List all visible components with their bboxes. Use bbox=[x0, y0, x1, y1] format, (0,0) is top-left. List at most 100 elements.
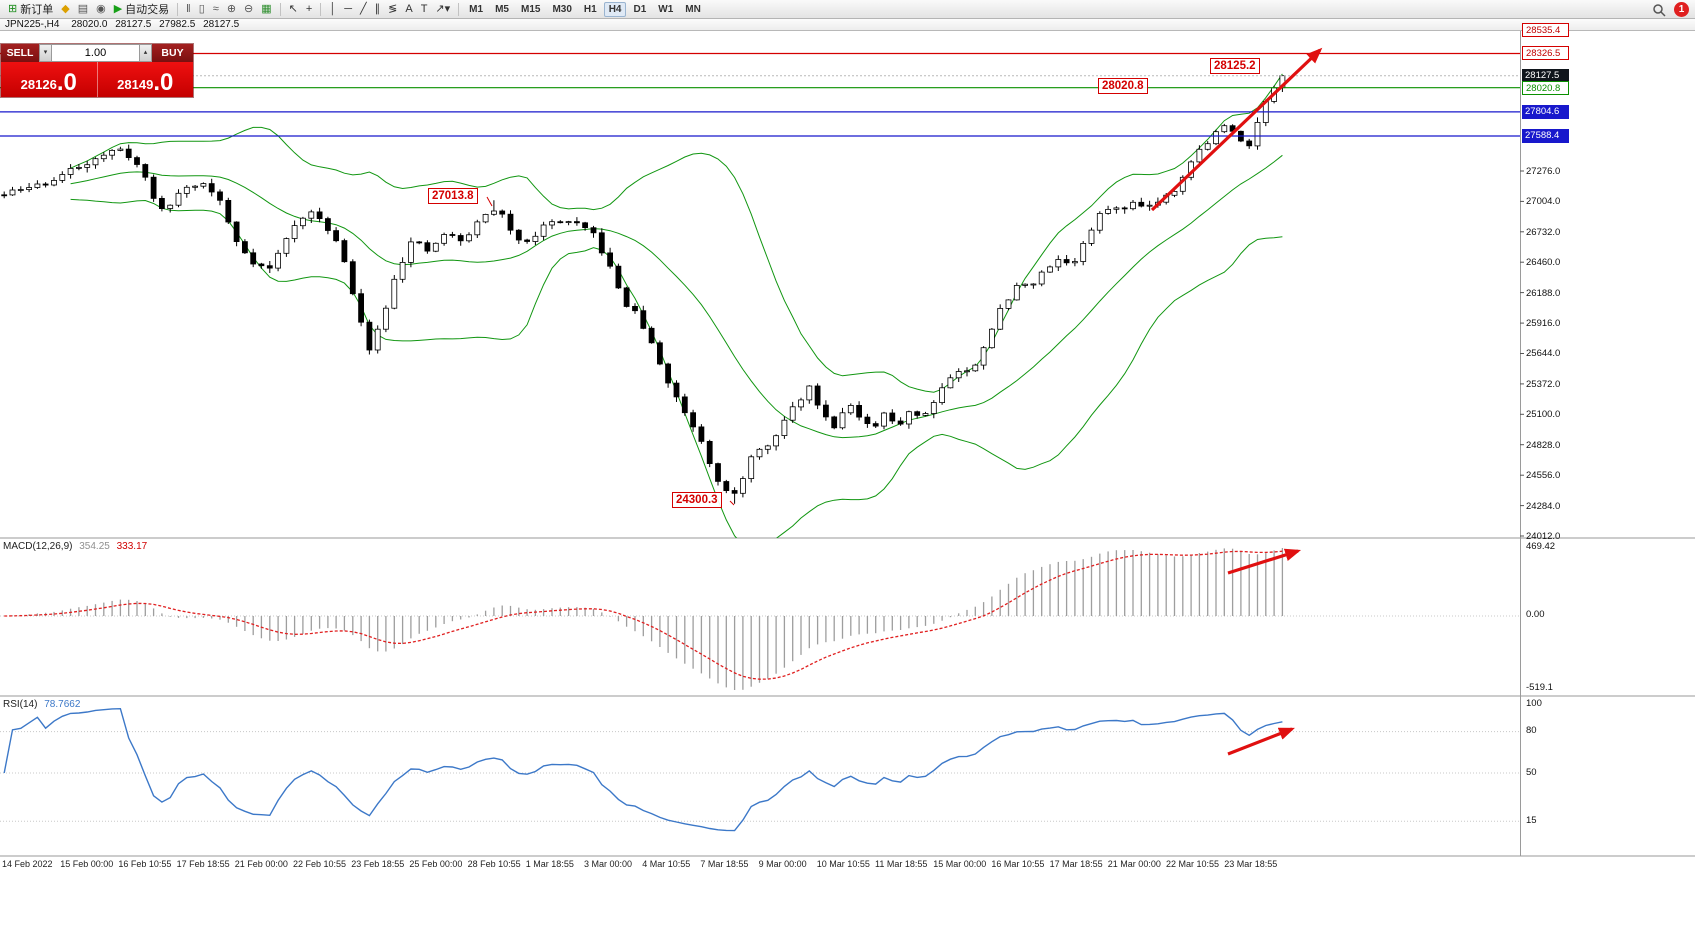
time-tick-label: 7 Mar 18:55 bbox=[700, 859, 749, 869]
buy-button[interactable]: BUY bbox=[152, 44, 193, 62]
rsi-plot bbox=[0, 707, 1520, 832]
tile-windows-button[interactable]: ▦ bbox=[257, 1, 275, 18]
shapes-dropdown-button[interactable]: ↗▾ bbox=[431, 1, 454, 18]
trend-arrows[interactable] bbox=[1150, 47, 1323, 756]
macd-main-value: 354.25 bbox=[79, 541, 110, 552]
alerts-button[interactable]: ◉ bbox=[92, 1, 110, 18]
time-tick-label: 9 Mar 00:00 bbox=[758, 859, 807, 869]
time-tick-label: 23 Feb 18:55 bbox=[351, 859, 405, 869]
timeframe-m1-button[interactable]: M1 bbox=[469, 3, 484, 15]
horizontal-level-lines[interactable] bbox=[0, 29, 1520, 137]
macd-axis-label: -519.1 bbox=[1526, 682, 1553, 693]
trendline-tool-button[interactable]: ╱ bbox=[356, 1, 371, 18]
cursor-tool-button[interactable]: ↖ bbox=[285, 1, 302, 18]
vertical-line-tool-icon: │ bbox=[329, 2, 337, 15]
toolbar-right: 1 bbox=[1652, 2, 1689, 17]
vertical-line-tool-button[interactable]: │ bbox=[325, 1, 340, 18]
price-tick-label: 24828.0 bbox=[1526, 439, 1561, 451]
buy-price[interactable]: 28149 .0 bbox=[98, 62, 194, 97]
time-tick-label: 21 Feb 00:00 bbox=[234, 859, 288, 869]
toolbar-separator bbox=[320, 2, 322, 16]
zoom-out-icon: ⊖ bbox=[244, 2, 254, 15]
annotation-connectors bbox=[486, 196, 735, 506]
rsi-axis-label: 50 bbox=[1526, 767, 1537, 778]
timeframe-m15-button[interactable]: M15 bbox=[520, 3, 541, 15]
candlestick-chart-type-icon: ▯ bbox=[198, 2, 205, 15]
auto-trading-icon: ▶ bbox=[113, 2, 123, 15]
rsi-value: 78.7662 bbox=[44, 699, 81, 710]
price-level-label-27588.4[interactable]: 27588.4 bbox=[1522, 129, 1569, 144]
price-tick-label: 27276.0 bbox=[1526, 165, 1561, 177]
price-level-label-27804.6[interactable]: 27804.6 bbox=[1522, 104, 1569, 119]
new-order-icon: ⊞ bbox=[8, 2, 18, 15]
price-level-label-28127.5[interactable]: 28127.5 bbox=[1522, 68, 1569, 83]
macd-axis-label: 469.42 bbox=[1526, 541, 1556, 552]
auto-trading-label: 自动交易 bbox=[125, 4, 170, 16]
chart-layouts-button[interactable]: ▤ bbox=[74, 1, 92, 18]
zoom-in-button[interactable]: ⊕ bbox=[223, 1, 240, 18]
macd-axis-label: 0.00 bbox=[1526, 609, 1545, 620]
crosshair-tool-button[interactable]: + bbox=[302, 1, 316, 18]
candlestick-series[interactable] bbox=[1, 75, 1286, 504]
price-annotation-28020.8[interactable]: 28020.8 bbox=[1098, 78, 1148, 94]
line-chart-type-icon: ≈ bbox=[212, 2, 219, 15]
crosshair-tool-icon: + bbox=[305, 2, 313, 15]
buy-price-main: 28149 bbox=[117, 77, 154, 92]
volume-decrease-button[interactable]: ▾ bbox=[39, 44, 52, 62]
timeframe-h1-button[interactable]: H1 bbox=[583, 3, 597, 15]
zoom-out-button[interactable]: ⊖ bbox=[240, 1, 257, 18]
price-annotation-27013.8[interactable]: 27013.8 bbox=[428, 188, 478, 204]
price-tick-label: 25916.0 bbox=[1526, 318, 1561, 330]
text-tool-button[interactable]: A bbox=[401, 1, 416, 18]
time-tick-label: 23 Mar 18:55 bbox=[1224, 859, 1278, 869]
chart-layouts-icon: ▤ bbox=[77, 2, 89, 15]
rsi-indicator-label: RSI(14) 78.7662 bbox=[3, 699, 80, 710]
channel-tool-button[interactable]: ∥ bbox=[371, 1, 385, 18]
rsi-axis-label: 100 bbox=[1526, 698, 1542, 709]
tile-windows-icon: ▦ bbox=[261, 2, 272, 15]
horizontal-line-tool-button[interactable]: ─ bbox=[340, 1, 356, 18]
price-tag-button[interactable]: ◆ bbox=[57, 1, 73, 18]
sell-price-pips: .0 bbox=[56, 69, 77, 96]
timeframe-w1-button[interactable]: W1 bbox=[658, 3, 674, 15]
price-level-label-28535.4[interactable]: 28535.4 bbox=[1522, 23, 1569, 38]
timeframe-m5-button[interactable]: M5 bbox=[495, 3, 509, 15]
bollinger-bands bbox=[70, 73, 1283, 538]
price-level-label-28020.8[interactable]: 28020.8 bbox=[1522, 80, 1569, 95]
new-order-button[interactable]: ⊞ 新订单 bbox=[4, 1, 57, 18]
timeframe-m30-button[interactable]: M30 bbox=[552, 3, 572, 15]
bar-chart-type-button[interactable]: ǁ bbox=[182, 1, 195, 18]
sell-price[interactable]: 28126 .0 bbox=[1, 62, 97, 97]
time-tick-label: 14 Feb 2022 bbox=[2, 859, 53, 869]
sell-button[interactable]: SELL bbox=[1, 44, 39, 62]
price-annotation-28125.2[interactable]: 28125.2 bbox=[1210, 58, 1260, 74]
time-tick-label: 1 Mar 18:55 bbox=[525, 859, 574, 869]
timeframe-d1-button[interactable]: D1 bbox=[633, 3, 647, 15]
auto-trading-button[interactable]: ▶ 自动交易 bbox=[110, 1, 173, 18]
search-icon[interactable] bbox=[1652, 3, 1666, 17]
time-tick-label: 11 Mar 18:55 bbox=[875, 859, 928, 869]
notification-badge[interactable]: 1 bbox=[1674, 2, 1689, 17]
timeframe-mn-button[interactable]: MN bbox=[685, 3, 701, 15]
horizontal-line-tool-icon: ─ bbox=[344, 2, 352, 15]
fibonacci-tool-button[interactable]: ≶ bbox=[384, 1, 401, 18]
bar-low: 27982.5 bbox=[159, 19, 196, 30]
time-tick-label: 17 Feb 18:55 bbox=[176, 859, 230, 869]
price-level-label-28326.5[interactable]: 28326.5 bbox=[1522, 46, 1569, 61]
volume-increase-button[interactable]: ▴ bbox=[139, 44, 152, 62]
label-tool-button[interactable]: T bbox=[417, 1, 432, 18]
timeframe-h4-button[interactable]: H4 bbox=[603, 1, 627, 17]
timeframe-switcher: M1 M5 M15 M30 H1 H4 D1 W1 MN bbox=[463, 1, 707, 17]
time-tick-label: 25 Feb 00:00 bbox=[409, 859, 463, 869]
time-tick-label: 4 Mar 10:55 bbox=[642, 859, 691, 869]
price-annotation-24300.3[interactable]: 24300.3 bbox=[672, 492, 722, 508]
volume-input[interactable]: 1.00 bbox=[52, 44, 139, 62]
candlestick-chart-type-button[interactable]: ▯ bbox=[195, 1, 209, 18]
time-tick-label: 15 Mar 00:00 bbox=[933, 859, 987, 869]
price-tick-label: 25372.0 bbox=[1526, 378, 1561, 390]
time-axis[interactable]: 14 Feb 2022 15 Feb 00:00 16 Feb 10:55 17 Fe… bbox=[0, 859, 1520, 875]
new-order-label: 新订单 bbox=[20, 4, 54, 16]
line-chart-type-button[interactable]: ≈ bbox=[209, 1, 223, 18]
trade-controls-row: SELL ▾ 1.00 ▴ BUY bbox=[1, 44, 193, 62]
